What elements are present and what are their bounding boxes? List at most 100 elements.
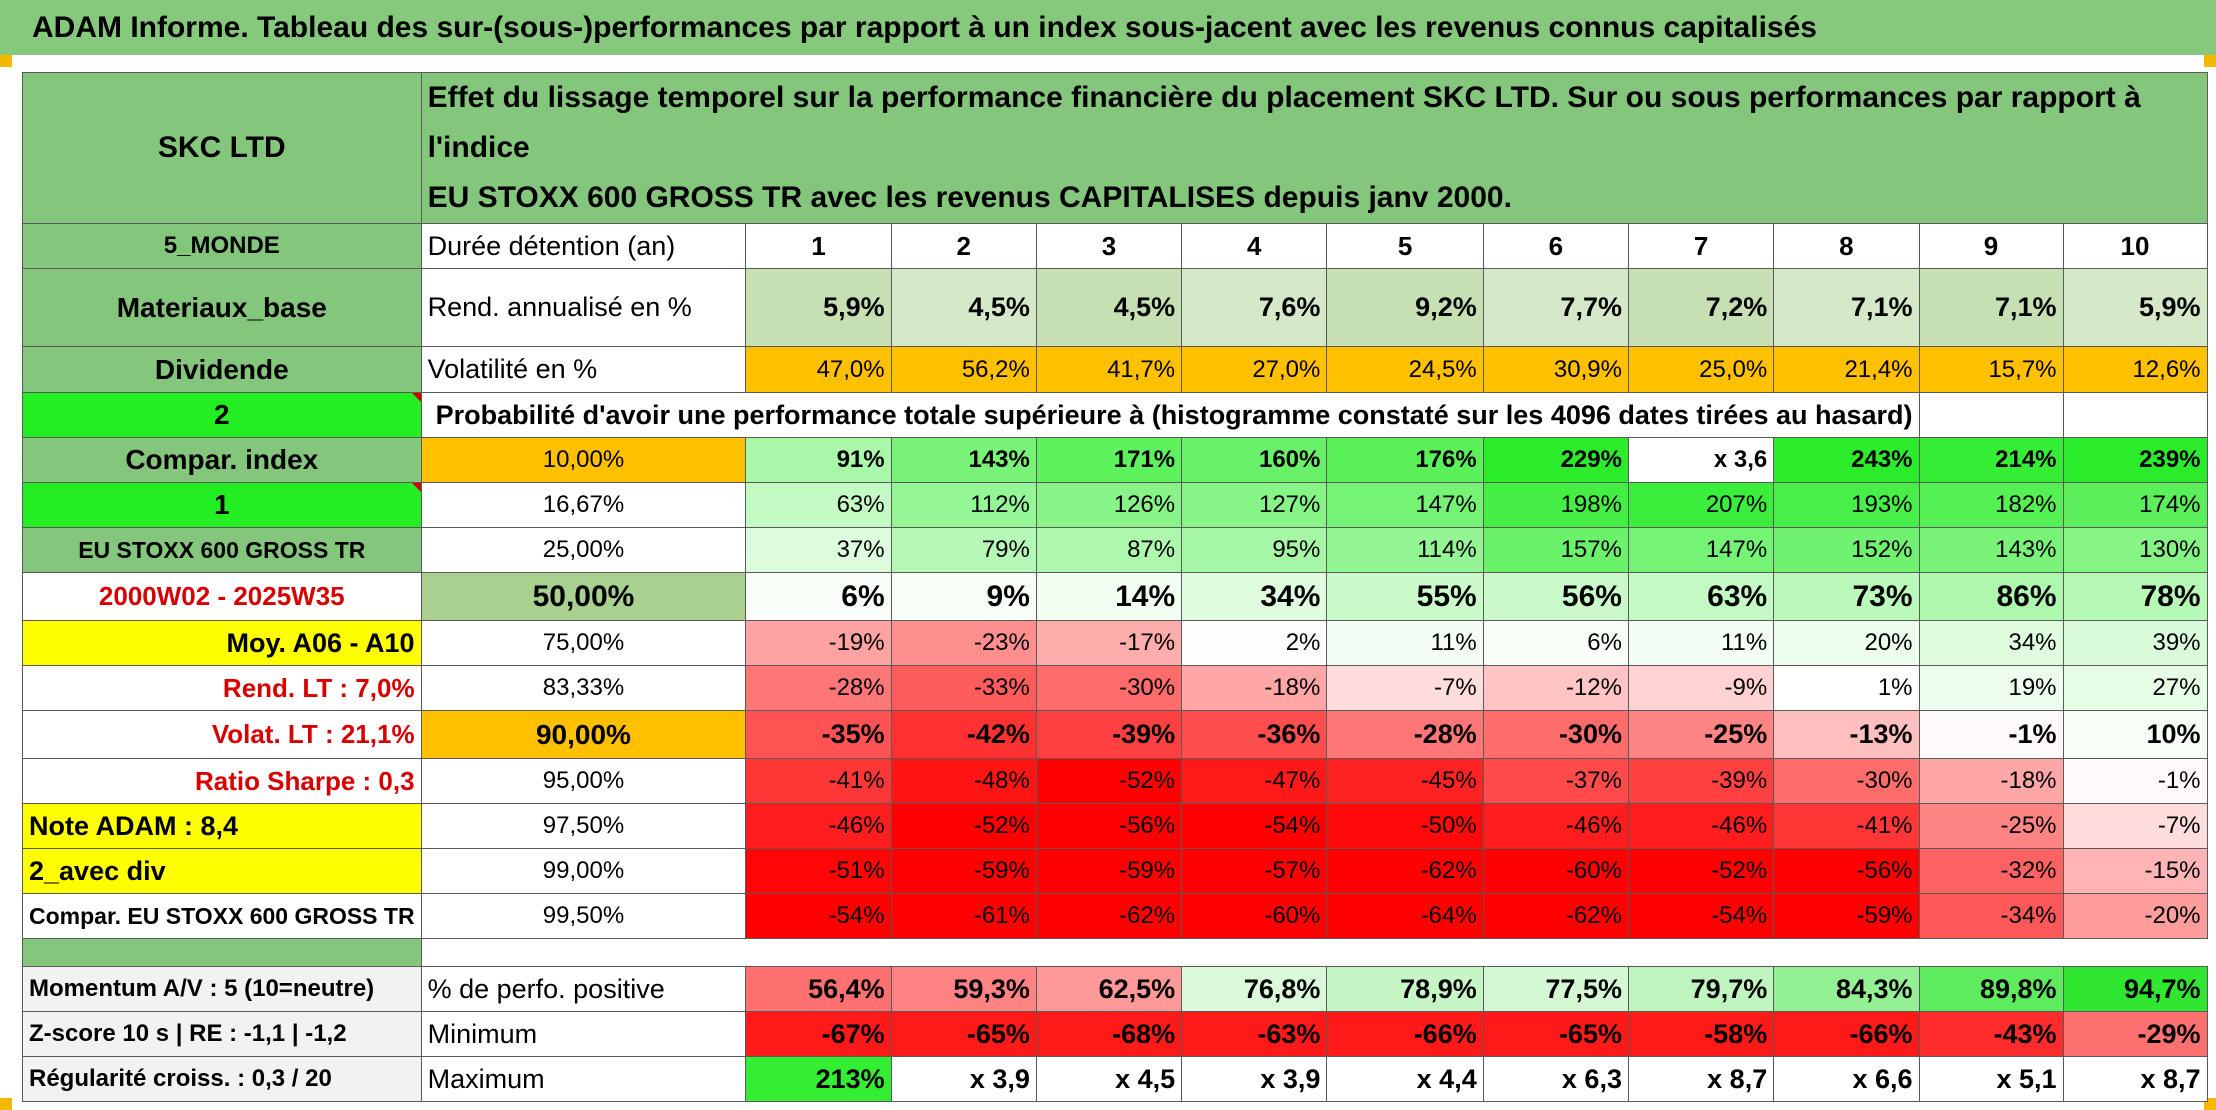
perf-value: 174%	[2062, 482, 2208, 528]
rend-value: 4,5%	[890, 268, 1037, 347]
maximum-value: 213%	[745, 1056, 892, 1102]
perf-value: -52%	[1627, 848, 1775, 894]
perf-value: -28%	[745, 665, 892, 711]
choice-2-cell[interactable]: 2	[22, 392, 422, 438]
rend-label: Rend. annualisé en %	[420, 268, 747, 347]
rend-lt-label: Rend. LT : 7,0%	[22, 665, 422, 711]
perf-value: 95%	[1181, 527, 1328, 573]
perf-value: 198%	[1482, 482, 1629, 528]
rend-value: 7,6%	[1181, 268, 1328, 347]
minimum-value: -63%	[1181, 1011, 1328, 1057]
choice-1-cell[interactable]: 1	[22, 482, 422, 528]
perf-value: -52%	[890, 803, 1037, 849]
volat-value: 56,2%	[890, 346, 1037, 393]
perf-value: -64%	[1326, 893, 1484, 939]
rend-value: 9,2%	[1326, 268, 1484, 347]
pct-positive-value: 79,7%	[1627, 966, 1775, 1012]
perf-value: 157%	[1482, 527, 1629, 573]
minimum-value: -68%	[1035, 1011, 1183, 1057]
perf-value: 127%	[1181, 482, 1328, 528]
threshold-value: 83,33%	[420, 665, 747, 711]
perf-value: -17%	[1035, 620, 1183, 666]
duree-row: 5_MONDE Durée détention (an) 1 2 3 4 5 6 7 8 9 10	[22, 223, 2208, 269]
pct-positive-value: 94,7%	[2062, 966, 2208, 1012]
perf-value: x 3,6	[1627, 437, 1775, 483]
perf-value: -18%	[1918, 758, 2064, 804]
volat-row: Dividende Volatilité en % 47,0% 56,2% 41,7…	[22, 346, 2208, 393]
minimum-value: -65%	[1482, 1011, 1629, 1057]
minimum-row: Z-score 10 s | RE : -1,1 | -1,2 Minimum -6…	[22, 1011, 2208, 1057]
perf-value: -41%	[745, 758, 892, 804]
perf-value: -46%	[1482, 803, 1629, 849]
perf-value: -34%	[1918, 893, 2064, 939]
year-header: 9	[1918, 223, 2064, 269]
perf-value: 182%	[1918, 482, 2064, 528]
perf-value: 160%	[1181, 437, 1328, 483]
threshold-value: 99,50%	[420, 893, 747, 939]
perf-value: -52%	[1035, 758, 1183, 804]
perf-value: -56%	[1035, 803, 1183, 849]
perf-value: -60%	[1482, 848, 1629, 894]
maximum-label: Maximum	[420, 1056, 747, 1102]
volat-value: 41,7%	[1035, 346, 1183, 393]
year-header: 7	[1627, 223, 1775, 269]
proba-row: 2_avec div 99,00% -51% -59% -59% -57% -62% -60%…	[22, 848, 2208, 894]
perf-value: -20%	[2062, 893, 2208, 939]
perf-value: -59%	[1035, 848, 1183, 894]
perf-value: -45%	[1326, 758, 1484, 804]
spacer-blank	[421, 939, 2207, 967]
header-row: SKC LTD Effet du lissage temporel sur la…	[22, 72, 2208, 224]
perf-value: 79%	[890, 527, 1037, 573]
proba-row: Note ADAM : 8,4 97,50% -46% -52% -56% -54% -50…	[22, 803, 2208, 849]
minimum-value: -67%	[745, 1011, 892, 1057]
volat-value: 27,0%	[1181, 346, 1328, 393]
year-header: 5	[1326, 223, 1484, 269]
proba-row: 1 16,67% 63% 112% 126% 127% 147% 198% 207% 193% 18…	[22, 482, 2208, 528]
note-adam-label: Note ADAM : 8,4	[22, 803, 422, 849]
description-line-1: Effet du lissage temporel sur la perform…	[427, 81, 2141, 164]
perf-value: -39%	[1035, 710, 1183, 759]
perf-value: -51%	[745, 848, 892, 894]
perf-value: 143%	[1918, 527, 2064, 573]
threshold-value: 99,00%	[420, 848, 747, 894]
corner-marker-left	[0, 55, 12, 67]
perf-value: -12%	[1482, 665, 1629, 711]
spacer-row	[22, 938, 2208, 967]
empty-cell	[1918, 392, 2064, 438]
perf-value: -57%	[1181, 848, 1328, 894]
proba-row: Rend. LT : 7,0% 83,33% -28% -33% -30% -18% -7%…	[22, 665, 2208, 711]
volat-label: Volatilité en %	[420, 346, 747, 393]
perf-value: -15%	[2062, 848, 2208, 894]
perf-value: 1%	[1773, 665, 1920, 711]
threshold-value: 75,00%	[420, 620, 747, 666]
perf-value: 9%	[890, 572, 1037, 621]
minimum-value: -29%	[2062, 1011, 2208, 1057]
volat-value: 21,4%	[1773, 346, 1920, 393]
pct-positive-value: 76,8%	[1181, 966, 1328, 1012]
sharpe-label: Ratio Sharpe : 0,3	[22, 758, 422, 804]
proba-row: 2000W02 - 2025W35 50,00% 6% 9% 14% 34% 55% 56% 6…	[22, 572, 2208, 621]
perf-value: 10%	[2062, 710, 2208, 759]
threshold-value: 25,00%	[420, 527, 747, 573]
perf-value: -42%	[890, 710, 1037, 759]
perf-value: -54%	[1627, 893, 1775, 939]
perf-value: -62%	[1482, 893, 1629, 939]
rend-value: 7,2%	[1627, 268, 1775, 347]
perf-value: -28%	[1326, 710, 1484, 759]
empty-cell	[2062, 392, 2208, 438]
perf-value: -61%	[890, 893, 1037, 939]
perf-value: 34%	[1918, 620, 2064, 666]
maximum-value: x 3,9	[1181, 1056, 1328, 1102]
perf-value: 6%	[1482, 620, 1629, 666]
volat-value: 30,9%	[1482, 346, 1629, 393]
perf-value: -13%	[1773, 710, 1920, 759]
maximum-row: Régularité croiss. : 0,3 / 20 Maximum 213%…	[22, 1056, 2208, 1102]
rend-value: 7,1%	[1773, 268, 1920, 347]
perf-value: -47%	[1181, 758, 1328, 804]
pct-positive-value: 89,8%	[1918, 966, 2064, 1012]
perf-value: -23%	[890, 620, 1037, 666]
perf-value: -19%	[745, 620, 892, 666]
perf-value: -30%	[1773, 758, 1920, 804]
perf-value: -36%	[1181, 710, 1328, 759]
perf-value: -54%	[1181, 803, 1328, 849]
